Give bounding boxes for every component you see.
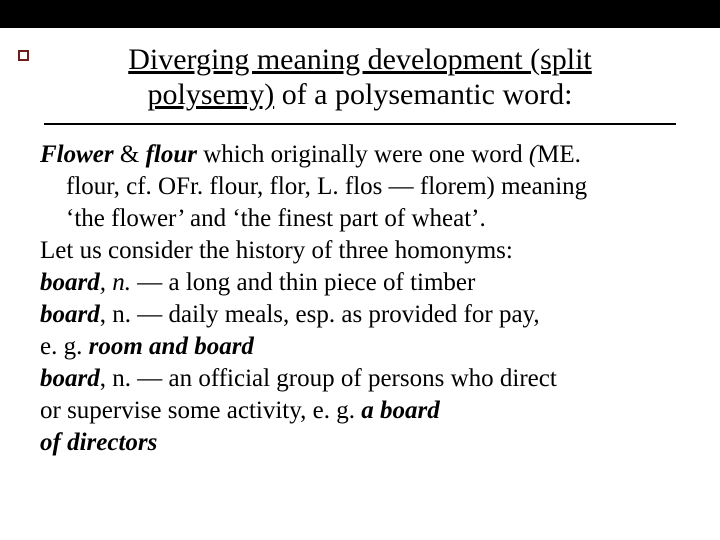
- line4: Let us consider the history of three hom…: [40, 235, 680, 267]
- line3: ‘the flower’ and ‘the finest part of whe…: [40, 203, 680, 235]
- top-band: [0, 0, 720, 28]
- bullet-marker-icon: [18, 50, 29, 61]
- line2: flour, cf. OFr. flour, flor, L. flos — f…: [40, 171, 680, 203]
- title-line1-underlined: Diverging meaning development (split: [128, 43, 592, 76]
- l1-me: ME.: [537, 141, 581, 168]
- word-board-1: board: [40, 269, 100, 296]
- title: Diverging meaning development (split pol…: [44, 42, 676, 113]
- l5-n: n.: [112, 269, 131, 296]
- l9-pre: or supervise some activity, e. g.: [40, 397, 361, 424]
- l6-rest: , n. — daily meals, esp. as provided for…: [100, 301, 540, 328]
- l7-eg: e. g.: [40, 333, 89, 360]
- l1-paren: (: [529, 141, 537, 168]
- l8-rest: , n. — an official group of persons who …: [100, 365, 557, 392]
- phrase-of-directors: of directors: [40, 429, 157, 456]
- word-flour: flour: [146, 141, 197, 168]
- phrase-room-and-board: room and board: [89, 333, 254, 360]
- l5-comma: ,: [100, 269, 113, 296]
- word-board-2: board: [40, 301, 100, 328]
- l5-def: — a long and thin piece of timber: [131, 269, 475, 296]
- l1-mid: which originally were one word: [197, 141, 529, 168]
- slide: Diverging meaning development (split pol…: [0, 0, 720, 540]
- title-line2-underlined: polysemy): [148, 78, 275, 111]
- word-board-3: board: [40, 365, 100, 392]
- title-line2-plain: of a polysemantic word:: [274, 78, 572, 111]
- body-text: Flower & flour which originally were one…: [40, 139, 680, 459]
- l1-amp: &: [114, 141, 146, 168]
- title-rule: [44, 123, 676, 125]
- word-flower: Flower: [40, 141, 114, 168]
- phrase-a-board: a board: [361, 397, 439, 424]
